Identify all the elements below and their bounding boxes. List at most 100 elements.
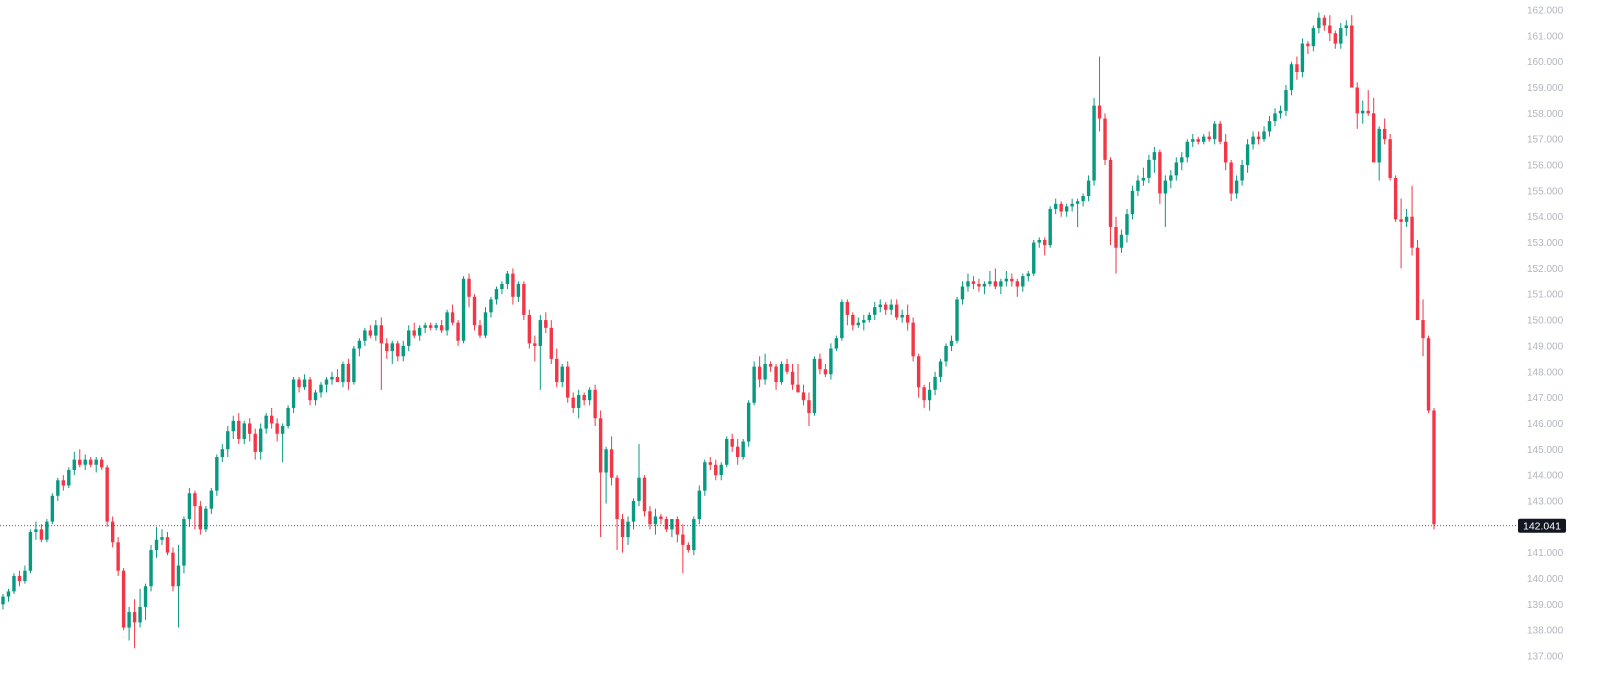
candle-body-down [620, 519, 625, 538]
candles-layer [1, 12, 1436, 649]
candle-body-up [1202, 136, 1206, 142]
candle-body-down [39, 529, 44, 540]
candle-body-down [894, 304, 899, 318]
candle-body-down [99, 459, 104, 468]
candle-body-up [1273, 113, 1277, 122]
candle-body-down [796, 384, 800, 393]
candle-body-down [1256, 136, 1261, 140]
y-tick-label: 153.000 [1527, 238, 1564, 249]
candle-body-down [456, 322, 460, 341]
candle-body-down [593, 389, 597, 419]
candle-body-down [1426, 338, 1431, 411]
candle-body-up [280, 426, 285, 434]
candle-body-up [834, 338, 839, 349]
candle-body-up [94, 459, 98, 465]
candle-body-up [966, 281, 970, 287]
candle-body-up [1075, 201, 1080, 204]
candle-body-down [478, 325, 482, 336]
candle-body-up [1311, 28, 1316, 47]
candle-body-up [1262, 131, 1266, 140]
candle-body-down [1399, 219, 1403, 222]
candle-body-up [746, 402, 751, 442]
candle-body-down [823, 369, 828, 375]
candle-body-up [626, 521, 630, 538]
candle-body-up [949, 340, 954, 346]
candle-body-up [982, 283, 987, 287]
candle-body-up [1317, 17, 1321, 29]
y-tick-label: 146.000 [1527, 419, 1564, 430]
candle-body-up [56, 480, 60, 496]
candle-body-up [341, 364, 345, 383]
candle-body-down [110, 521, 115, 543]
candle-body-down [1218, 123, 1222, 142]
candle-body-up [763, 364, 767, 380]
candle-body-down [664, 519, 669, 530]
candle-body-up [889, 304, 893, 310]
candle-body-up [1300, 43, 1305, 73]
y-tick-label: 148.000 [1527, 367, 1564, 378]
candle-body-up [938, 361, 943, 377]
candle-body-up [900, 314, 904, 318]
y-tick-label: 161.000 [1527, 31, 1564, 42]
candle-body-down [511, 273, 515, 297]
candle-body-down [708, 462, 712, 465]
candle-body-up [878, 304, 882, 308]
y-tick-label: 152.000 [1527, 264, 1564, 275]
candle-body-down [121, 570, 126, 628]
candle-body-down [522, 283, 526, 315]
candle-body-up [160, 537, 164, 540]
candle-body-up [242, 423, 246, 439]
y-tick-label: 156.000 [1527, 161, 1564, 172]
candle-body-up [1136, 180, 1140, 191]
candle-body-down [659, 516, 663, 520]
candle-body-up [933, 376, 937, 390]
candle-body-down [768, 364, 773, 367]
candle-body-down [253, 433, 257, 452]
candle-body-down [648, 511, 652, 525]
candle-body-up [226, 431, 230, 450]
candle-body-down [379, 325, 384, 344]
candle-body-down [681, 534, 685, 545]
candle-body-up [302, 379, 307, 388]
candle-body-up [363, 330, 367, 341]
candle-body-down [396, 343, 400, 357]
candle-body-up [576, 395, 581, 408]
y-tick-label: 147.000 [1527, 393, 1564, 404]
candle-body-up [1180, 157, 1184, 163]
candle-body-up [401, 345, 405, 357]
candle-body-up [516, 283, 521, 297]
candle-body-up [291, 379, 296, 408]
candle-body-up [1070, 203, 1074, 207]
candle-body-up [489, 299, 493, 313]
y-tick-label: 150.000 [1527, 316, 1564, 327]
candle-body-down [1333, 33, 1338, 44]
candle-body-up [500, 283, 504, 290]
candle-body-down [555, 358, 559, 383]
candle-body-up [1174, 162, 1179, 176]
candle-body-down [977, 283, 981, 287]
candle-body-up [752, 366, 756, 403]
candle-body-down [1015, 281, 1020, 287]
candle-body-up [28, 531, 33, 571]
candle-body-down [198, 506, 203, 530]
candle-body-up [988, 281, 992, 284]
candle-body-up [697, 490, 702, 520]
candle-body-down [248, 423, 252, 434]
candle-body-down [368, 330, 373, 336]
candle-body-down [1415, 247, 1420, 321]
candle-body-up [1130, 190, 1135, 215]
candle-body-up [867, 314, 871, 321]
candle-body-up [505, 273, 510, 284]
candle-body-down [818, 358, 822, 370]
candle-body-up [812, 358, 817, 414]
candle-body-down [1114, 227, 1118, 248]
candle-body-up [944, 345, 948, 362]
candle-body-down [467, 278, 471, 297]
candle-body-up [1245, 144, 1250, 166]
candle-body-up [1339, 28, 1343, 44]
y-tick-label: 160.000 [1527, 57, 1564, 68]
candle-body-down [1371, 113, 1376, 163]
price-axis[interactable]: 162.000 161.000 160.000 159.000 158.000 157.0… [1527, 6, 1564, 663]
y-tick-label: 154.000 [1527, 212, 1564, 223]
